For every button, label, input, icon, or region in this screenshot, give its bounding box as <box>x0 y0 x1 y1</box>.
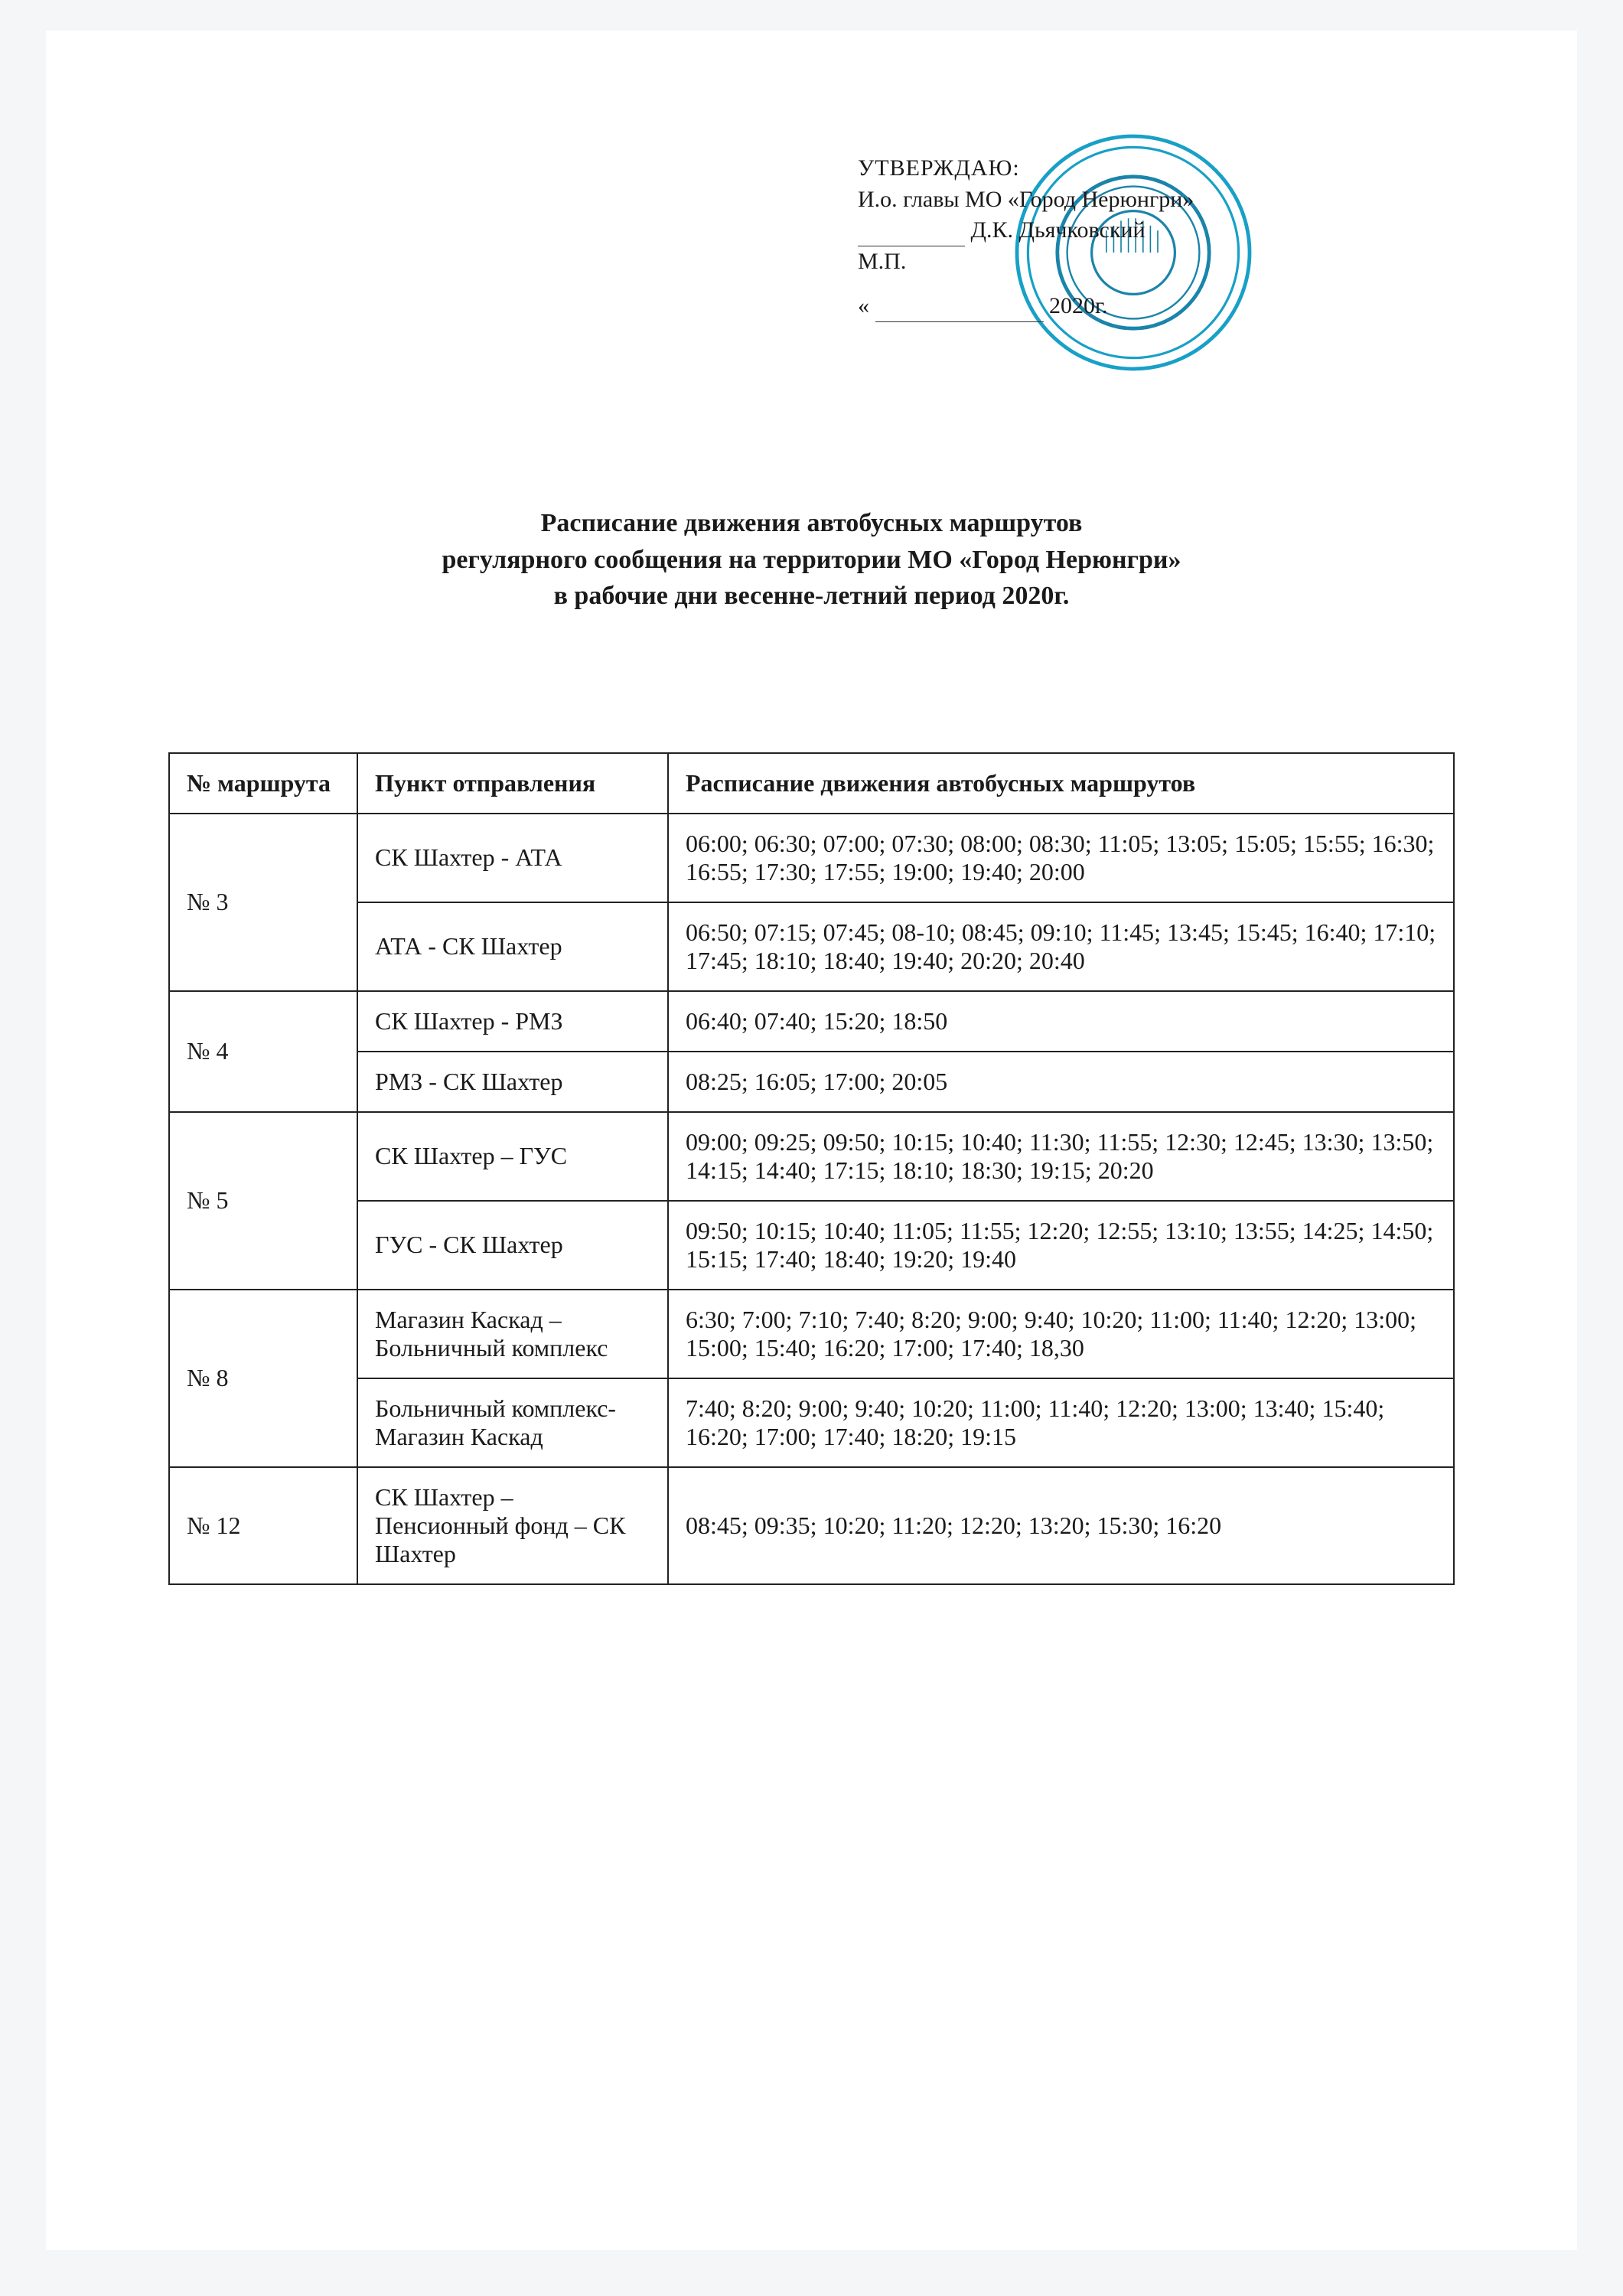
cell-departure: РМЗ - СК Шахтер <box>357 1052 668 1112</box>
approval-mp: М.П. <box>858 246 1378 278</box>
table-row: АТА - СК Шахтер 06:50; 07:15; 07:45; 08-… <box>169 902 1454 991</box>
cell-departure: Магазин Каскад – Больничный комплекс <box>357 1290 668 1378</box>
cell-route: № 8 <box>169 1290 357 1467</box>
header-schedule: Расписание движения автобусных маршрутов <box>668 753 1454 814</box>
table-row: № 3 СК Шахтер - АТА 06:00; 06:30; 07:00;… <box>169 814 1454 902</box>
table-header-row: № маршрута Пункт отправления Расписание … <box>169 753 1454 814</box>
approval-date-line: « 2020г. <box>858 291 1378 322</box>
cell-departure: Больничный комплекс- Магазин Каскад <box>357 1378 668 1467</box>
table-row: № 12 СК Шахтер – Пенсионный фонд – СК Ша… <box>169 1467 1454 1584</box>
title-line-3: в рабочие дни весенне-летний период 2020… <box>168 578 1455 615</box>
title-line-1: Расписание движения автобусных маршрутов <box>168 505 1455 542</box>
table-body: № 3 СК Шахтер - АТА 06:00; 06:30; 07:00;… <box>169 814 1454 1584</box>
cell-times: 06:50; 07:15; 07:45; 08-10; 08:45; 09:10… <box>668 902 1454 991</box>
approval-signature-line: Д.К. Дьячковский <box>858 215 1378 246</box>
approval-word: УТВЕРЖДАЮ: <box>858 153 1378 184</box>
table-row: № 4 СК Шахтер - РМЗ 06:40; 07:40; 15:20;… <box>169 991 1454 1052</box>
date-underline <box>875 321 1044 322</box>
cell-departure: СК Шахтер - АТА <box>357 814 668 902</box>
cell-departure: СК Шахтер - РМЗ <box>357 991 668 1052</box>
cell-times: 09:50; 10:15; 10:40; 11:05; 11:55; 12:20… <box>668 1201 1454 1290</box>
table-row: № 5 СК Шахтер – ГУС 09:00; 09:25; 09:50;… <box>169 1112 1454 1201</box>
cell-times: 08:45; 09:35; 10:20; 11:20; 12:20; 13:20… <box>668 1467 1454 1584</box>
cell-departure: ГУС - СК Шахтер <box>357 1201 668 1290</box>
header-route: № маршрута <box>169 753 357 814</box>
document-title: Расписание движения автобусных маршрутов… <box>168 505 1455 615</box>
schedule-table: № маршрута Пункт отправления Расписание … <box>168 752 1455 1585</box>
cell-departure: СК Шахтер – ГУС <box>357 1112 668 1201</box>
cell-route: № 5 <box>169 1112 357 1290</box>
cell-route: № 4 <box>169 991 357 1112</box>
page: УТВЕРЖДАЮ: И.о. главы МО «Город Нерюнгри… <box>46 31 1577 2250</box>
table-row: № 8 Магазин Каскад – Больничный комплекс… <box>169 1290 1454 1378</box>
cell-route: № 12 <box>169 1467 357 1584</box>
table-row: РМЗ - СК Шахтер 08:25; 16:05; 17:00; 20:… <box>169 1052 1454 1112</box>
approval-year: 2020г. <box>1049 293 1107 318</box>
approval-block: УТВЕРЖДАЮ: И.о. главы МО «Город Нерюнгри… <box>858 153 1378 322</box>
title-line-2: регулярного сообщения на территории МО «… <box>168 542 1455 579</box>
cell-times: 09:00; 09:25; 09:50; 10:15; 10:40; 11:30… <box>668 1112 1454 1201</box>
approval-name: Д.К. Дьячковский <box>971 217 1146 243</box>
cell-route: № 3 <box>169 814 357 991</box>
cell-times: 6:30; 7:00; 7:10; 7:40; 8:20; 9:00; 9:40… <box>668 1290 1454 1378</box>
cell-times: 06:40; 07:40; 15:20; 18:50 <box>668 991 1454 1052</box>
table-row: Больничный комплекс- Магазин Каскад 7:40… <box>169 1378 1454 1467</box>
cell-departure: АТА - СК Шахтер <box>357 902 668 991</box>
quote-open: « <box>858 293 869 318</box>
cell-departure: СК Шахтер – Пенсионный фонд – СК Шахтер <box>357 1467 668 1584</box>
cell-times: 7:40; 8:20; 9:00; 9:40; 10:20; 11:00; 11… <box>668 1378 1454 1467</box>
header-departure: Пункт отправления <box>357 753 668 814</box>
table-row: ГУС - СК Шахтер 09:50; 10:15; 10:40; 11:… <box>169 1201 1454 1290</box>
approval-position: И.о. главы МО «Город Нерюнгри» <box>858 184 1378 216</box>
cell-times: 08:25; 16:05; 17:00; 20:05 <box>668 1052 1454 1112</box>
cell-times: 06:00; 06:30; 07:00; 07:30; 08:00; 08:30… <box>668 814 1454 902</box>
